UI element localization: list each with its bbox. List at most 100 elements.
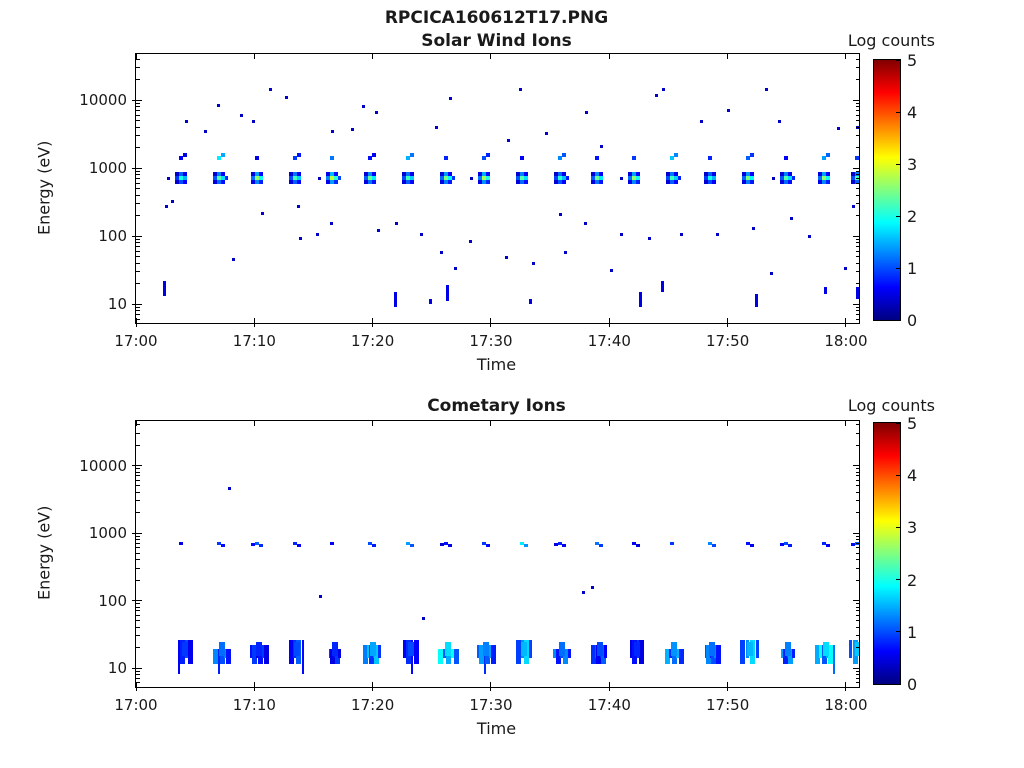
heatmap-cell (439, 250, 443, 254)
heatmap-cell (519, 156, 524, 161)
heatmap-cell (166, 177, 170, 181)
heatmap-cell (824, 286, 828, 295)
y-minor-tick (136, 114, 140, 116)
heatmap-cell (780, 649, 784, 659)
heatmap-cell (825, 176, 830, 181)
heatmap-cell (821, 180, 826, 185)
y-minor-tick (136, 306, 140, 308)
heatmap-cell (778, 119, 782, 123)
heatmap-cell (671, 642, 678, 657)
colorbar-tick-label: 3 (907, 518, 918, 538)
heatmap-cell (670, 172, 675, 177)
x-major-tick (253, 682, 255, 687)
heatmap-cell (670, 542, 675, 546)
heatmap-cell (674, 180, 679, 185)
heatmap-cell (445, 642, 452, 657)
heatmap-cell (368, 172, 373, 177)
heatmap-cell (444, 172, 449, 177)
heatmap-cell (296, 172, 301, 177)
x-major-tick (845, 323, 847, 327)
y-minor-tick (136, 475, 140, 477)
heatmap-cell (182, 172, 187, 177)
heatmap-cell (628, 176, 633, 181)
heatmap-cell (449, 97, 453, 101)
y-minor-tick (136, 620, 140, 622)
y-tick-label: 100 (98, 591, 127, 610)
y-minor-tick (136, 147, 140, 149)
heatmap-cell (707, 180, 712, 185)
heatmap-cell (788, 649, 794, 664)
y-minor-tick (855, 119, 859, 121)
heatmap-cell (292, 172, 297, 177)
heatmap-cell (334, 180, 339, 185)
y-minor-tick (136, 471, 140, 473)
y-minor-tick (855, 215, 859, 217)
heatmap-cell (204, 130, 208, 134)
y-minor-tick (855, 174, 859, 176)
heatmap-cell (765, 87, 769, 91)
heatmap-cell (288, 180, 293, 185)
heatmap-cell (664, 649, 670, 664)
heatmap-cell (783, 176, 788, 181)
y-minor-tick (855, 579, 859, 581)
x-major-tick (608, 687, 610, 691)
heatmap-cell (217, 103, 221, 107)
y-minor-tick (136, 674, 140, 676)
x-major-tick (608, 421, 610, 426)
colorbar-tick (896, 319, 900, 321)
x-major-tick (135, 421, 137, 426)
y-minor-tick (855, 306, 859, 308)
heatmap-cell (779, 180, 784, 185)
colorbar-tick-label: 4 (907, 103, 918, 122)
x-major-tick (135, 687, 137, 691)
heatmap-cell (515, 176, 520, 181)
solar-wind-panel-title: Solar Wind Ions (421, 31, 572, 51)
heatmap-cell (178, 542, 183, 546)
heatmap-cell (374, 111, 378, 115)
heatmap-cell (485, 172, 490, 177)
heatmap-cell (212, 180, 217, 185)
heatmap-cell (567, 649, 571, 659)
y-minor-tick (136, 194, 140, 196)
y-minor-tick (136, 547, 140, 549)
y-major-tick (853, 667, 859, 669)
x-tick-label: 18:00 (824, 332, 868, 350)
colorbar-top: 5 4 3 2 1 0 (873, 51, 917, 330)
heatmap-cell (378, 644, 382, 659)
heatmap-cell (403, 639, 407, 659)
heatmap-cell (787, 172, 792, 177)
x-major-tick (608, 318, 610, 323)
y-tick-label: 10 (107, 659, 127, 677)
y-axis-label-bottom: Energy (eV) (34, 505, 54, 601)
heatmap-cell (292, 542, 297, 546)
heatmap-cell (821, 542, 826, 546)
y-minor-tick (855, 475, 859, 477)
x-major-tick (727, 682, 729, 687)
heatmap-cell (429, 298, 433, 304)
heatmap-cell (854, 180, 859, 185)
y-minor-tick (136, 432, 140, 434)
heatmap-cell (638, 639, 644, 664)
y-major-tick (136, 235, 142, 237)
y-minor-tick (855, 135, 859, 137)
cometary-heatmap (136, 421, 859, 687)
heatmap-cell (216, 176, 221, 181)
y-minor-tick (855, 471, 859, 473)
heatmap-cell (523, 180, 528, 185)
x-tick-label: 18:00 (824, 696, 868, 714)
heatmap-cell (599, 180, 604, 185)
heatmap-cell (239, 113, 243, 117)
heatmap-cell (331, 642, 338, 657)
y-minor-tick (136, 542, 140, 544)
heatmap-cell (251, 119, 255, 123)
colorbar-tick (896, 215, 900, 217)
y-minor-tick (855, 682, 859, 684)
heatmap-cell (258, 176, 263, 181)
y-minor-tick (855, 674, 859, 676)
heatmap-cell (216, 156, 221, 161)
heatmap-cell (445, 649, 451, 664)
x-major-tick (727, 54, 729, 59)
heatmap-cell (174, 172, 179, 177)
heatmap-cell (326, 172, 331, 177)
heatmap-cell (563, 649, 569, 664)
